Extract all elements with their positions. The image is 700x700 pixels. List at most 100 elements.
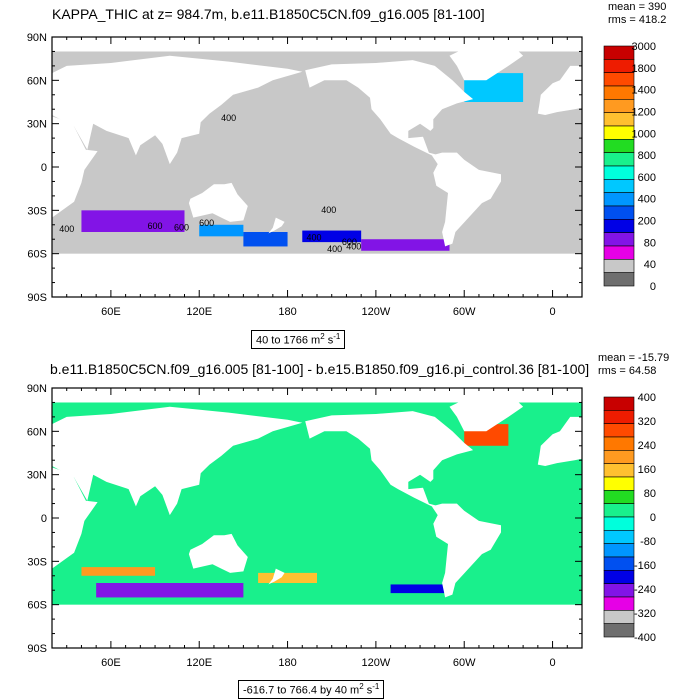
- x-tick-label: 120W: [362, 306, 391, 318]
- y-tick-label: 60S: [27, 249, 47, 261]
- contour-label-3: 600: [174, 223, 189, 233]
- x-tick-label: 60W: [453, 657, 476, 669]
- colorbar: 400 320 240 160 80 0 -80 -160 -240 -320 -400: [603, 392, 656, 644]
- land-nz: [268, 217, 285, 234]
- bottom-panel-title: b.e11.B1850C5CN.f09_g16.005 [81-100] - b…: [50, 361, 590, 377]
- colorbar-swatch: [603, 152, 635, 167]
- land-europe: [537, 416, 582, 466]
- colorbar-swatch: [603, 259, 635, 273]
- colorbar-label: 0: [650, 512, 656, 524]
- colorbar-swatch: [603, 272, 635, 287]
- top-range-unit-exp: -1: [333, 332, 341, 341]
- contour-label-5: 400: [307, 233, 322, 243]
- contour-label-8: 600: [199, 218, 214, 228]
- colorbar-swatch: [603, 543, 635, 558]
- x-tick-label: 60W: [453, 306, 476, 318]
- bottom-range-box: -616.7 to 766.4 by 40 m2 s-1: [238, 680, 385, 699]
- colorbar-swatch: [603, 450, 635, 464]
- y-tick-label: 90N: [27, 32, 47, 44]
- contour-label-2: 400: [59, 224, 74, 234]
- y-tick-label: 90N: [27, 383, 47, 395]
- bottom-mean-label: mean = -15.79: [598, 352, 670, 364]
- colorbar-swatch: [603, 72, 635, 87]
- land-australia: [188, 182, 248, 222]
- colorbar-label: 400: [638, 194, 656, 206]
- x-tick-label: 180: [278, 657, 296, 669]
- bottom-rms-label: rms = 64.58: [598, 365, 657, 377]
- colorbar-label: 80: [644, 237, 656, 249]
- colorbar-swatch: [603, 623, 635, 638]
- colorbar-label: 400: [638, 392, 656, 404]
- x-tick-label: 120W: [362, 657, 391, 669]
- land-antarctic: [52, 258, 582, 297]
- colorbar-label: 80: [644, 488, 656, 500]
- field-region-1: [81, 210, 185, 232]
- contour-label-9: 400: [327, 244, 342, 254]
- colorbar-swatch: [603, 125, 635, 140]
- field-region-3: [243, 232, 288, 247]
- colorbar-swatch: [603, 423, 635, 438]
- contour-label-1: 400: [321, 205, 336, 215]
- colorbar-swatch: [603, 463, 635, 478]
- colorbar-swatch: [603, 112, 635, 127]
- colorbar-label: 160: [638, 464, 656, 476]
- bottom-range-text: -616.7 to 766.4 by 40 m: [243, 684, 360, 697]
- land-nam: [305, 60, 474, 156]
- y-tick-label: 0: [41, 513, 47, 525]
- colorbar-swatch: [603, 85, 635, 100]
- colorbar-swatch: [603, 503, 635, 518]
- colorbar-label: -160: [634, 560, 656, 572]
- x-tick-label: 0: [549, 657, 555, 669]
- x-tick-label: 120E: [186, 657, 212, 669]
- field-region-5: [361, 239, 450, 251]
- y-tick-label: 0: [41, 162, 47, 174]
- top-range-text: 40 to 1766 m: [256, 334, 321, 347]
- x-tick-label: 60E: [101, 306, 121, 318]
- colorbar-label: -240: [634, 584, 656, 596]
- colorbar-swatch: [603, 192, 635, 207]
- top-panel-title: KAPPA_THIC at z= 984.7m, b.e11.B1850C5CN…: [52, 6, 485, 22]
- colorbar-swatch: [603, 219, 635, 233]
- land-sam: [431, 152, 501, 247]
- colorbar-swatch: [603, 476, 635, 491]
- colorbar-swatch: [603, 179, 635, 193]
- contour-label-4: 600: [148, 221, 163, 231]
- bottom-range-exp: 2: [359, 682, 364, 691]
- field-region-4: [390, 584, 450, 594]
- colorbar-label: 3000: [632, 41, 656, 53]
- land-australia: [188, 533, 248, 573]
- field-region-1: [81, 567, 156, 576]
- colorbar-label: 1200: [632, 106, 656, 118]
- colorbar-label: 600: [638, 172, 656, 184]
- colorbar-label: 240: [638, 440, 656, 452]
- colorbar-swatch: [603, 610, 635, 624]
- colorbar-swatch: [603, 245, 635, 260]
- land-eurasia: [52, 406, 303, 516]
- land-sam: [431, 503, 501, 598]
- colorbar-label: -320: [634, 608, 656, 620]
- colorbar-label: 0: [650, 281, 656, 293]
- contour-label-0: 400: [221, 113, 236, 123]
- colorbar-swatch: [603, 596, 635, 611]
- colorbar-label: 40: [644, 259, 656, 271]
- colorbar-swatch: [603, 205, 635, 220]
- y-tick-label: 30N: [27, 470, 47, 482]
- colorbar-swatch: [603, 436, 635, 451]
- colorbar-label: -400: [634, 632, 656, 644]
- colorbar-label: 800: [638, 150, 656, 162]
- colorbar-label: 1400: [632, 85, 656, 97]
- colorbar-label: 320: [638, 416, 656, 428]
- x-tick-label: 60E: [101, 657, 121, 669]
- colorbar-swatch: [603, 396, 635, 411]
- contour-label-6: 400: [346, 241, 361, 251]
- y-tick-label: 90S: [27, 292, 47, 304]
- field-region-3: [258, 572, 317, 583]
- top-range-box: 40 to 1766 m2 s-1: [251, 330, 346, 349]
- colorbar-swatch: [603, 232, 635, 247]
- colorbar-swatch: [603, 516, 635, 531]
- land-arctic: [52, 388, 582, 403]
- land-greenland: [449, 399, 524, 432]
